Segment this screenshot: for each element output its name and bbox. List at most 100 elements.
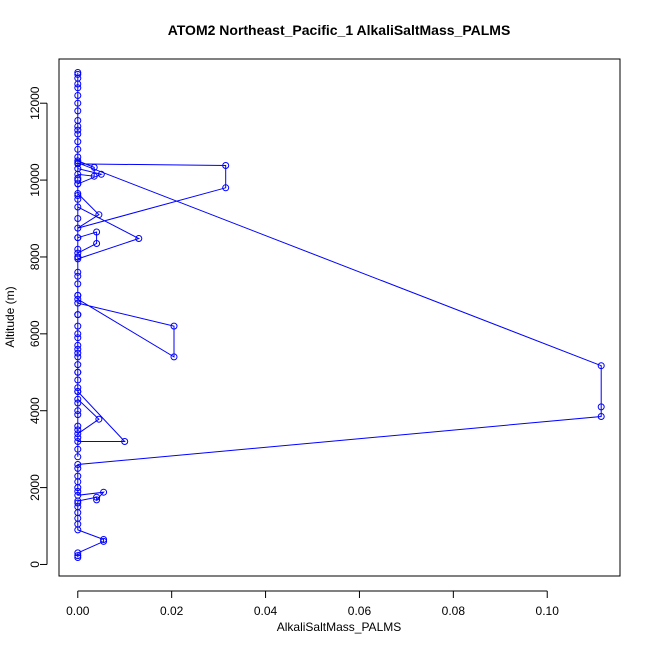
data-point-21	[74, 461, 82, 468]
data-point-27	[97, 170, 105, 178]
x-tick-label-0: 0.00	[66, 604, 90, 618]
data-point-68	[74, 395, 82, 403]
data-point-85	[74, 330, 82, 338]
data-point-1	[74, 552, 82, 560]
data-point-10	[74, 499, 82, 507]
data-point-97	[74, 130, 82, 138]
data-point-4	[100, 536, 108, 543]
x-axis: 0.00 0.02 0.04 0.06 0.08 0.10	[66, 590, 560, 618]
data-point-102	[74, 99, 82, 107]
y-tick-label-6: 12000	[28, 86, 42, 120]
data-point-33	[222, 162, 230, 169]
data-point-70	[74, 430, 82, 438]
data-points	[74, 69, 605, 561]
series-line	[77, 72, 602, 558]
data-point-22	[597, 413, 605, 420]
data-point-12	[93, 493, 101, 501]
y-axis: 0 2000 4000 6000 8000 10000 12000	[28, 86, 48, 568]
data-point-101	[74, 107, 82, 115]
y-tick-label-2: 4000	[28, 397, 42, 424]
data-point-0	[74, 554, 82, 561]
data-point-42	[74, 203, 82, 211]
data-point-66	[74, 376, 82, 384]
data-point-107	[74, 70, 82, 78]
chart-title: ATOM2 Northeast_Pacific_1 AlkaliSaltMass…	[168, 22, 511, 38]
data-point-57	[74, 299, 82, 307]
y-tick-label-3: 6000	[28, 320, 42, 347]
data-point-37	[90, 172, 98, 180]
data-point-98	[74, 126, 82, 134]
y-tick-label-5: 10000	[28, 163, 42, 197]
data-point-15	[74, 491, 82, 499]
data-point-69	[95, 415, 103, 423]
data-point-52	[74, 280, 82, 288]
data-point-87	[74, 291, 82, 299]
data-point-16	[74, 487, 82, 495]
y-tick-label-4: 8000	[28, 243, 42, 270]
plot-area	[58, 58, 621, 577]
data-point-91	[74, 215, 82, 222]
data-point-62	[74, 345, 82, 353]
data-point-75	[74, 411, 82, 419]
data-point-49	[74, 245, 82, 253]
data-point-96	[74, 138, 82, 146]
x-axis-label: AlkaliSaltMass_PALMS	[277, 620, 402, 634]
data-point-55	[170, 353, 178, 361]
data-point-84	[74, 349, 82, 357]
data-point-2	[74, 549, 82, 557]
data-point-20	[74, 464, 82, 472]
data-point-78	[74, 445, 82, 453]
data-point-95	[74, 145, 82, 153]
data-point-108	[74, 69, 82, 76]
data-point-23	[597, 403, 605, 411]
y-axis-label: Altitude (m)	[3, 286, 17, 347]
data-point-31	[74, 224, 82, 232]
data-point-47	[93, 228, 101, 236]
x-tick-label-4: 0.08	[442, 604, 466, 618]
data-point-81	[74, 407, 82, 415]
data-point-88	[74, 272, 82, 280]
data-point-79	[74, 453, 82, 461]
data-point-103	[74, 92, 82, 99]
data-point-104	[74, 84, 82, 92]
data-point-76	[74, 422, 82, 430]
data-point-89	[74, 253, 82, 261]
data-point-63	[74, 353, 82, 361]
data-point-14	[100, 488, 108, 496]
data-point-100	[74, 117, 82, 124]
data-point-93	[74, 176, 82, 184]
data-point-51	[74, 268, 82, 276]
data-point-46	[93, 240, 101, 247]
data-point-36	[90, 163, 98, 171]
data-point-35	[74, 157, 82, 165]
data-point-56	[170, 322, 178, 330]
data-point-94	[74, 153, 82, 161]
data-point-32	[222, 184, 230, 192]
data-point-83	[74, 368, 82, 376]
data-point-80	[74, 426, 82, 434]
plot-border	[58, 58, 621, 577]
data-point-74	[74, 399, 82, 407]
data-point-40	[74, 180, 82, 188]
data-point-34	[74, 160, 82, 168]
data-point-92	[74, 195, 82, 203]
data-point-30	[95, 211, 103, 219]
x-tick-label-2: 0.04	[254, 604, 278, 618]
data-point-54	[74, 295, 82, 303]
x-tick-label-3: 0.06	[348, 604, 372, 618]
y-tick-label-1: 2000	[28, 474, 42, 501]
data-point-82	[74, 388, 82, 395]
data-point-64	[74, 361, 82, 369]
data-point-3	[100, 537, 108, 545]
x-tick-label-5: 0.10	[536, 604, 560, 618]
data-point-72	[121, 438, 129, 445]
data-point-60	[74, 334, 82, 342]
data-point-24	[597, 362, 605, 370]
data-point-71	[74, 438, 82, 445]
data-point-67	[74, 384, 82, 392]
data-point-86	[74, 311, 82, 319]
data-point-59	[74, 322, 82, 330]
y-tick-label-0: 0	[28, 561, 42, 568]
data-point-41	[74, 192, 82, 199]
data-point-90	[74, 234, 82, 242]
